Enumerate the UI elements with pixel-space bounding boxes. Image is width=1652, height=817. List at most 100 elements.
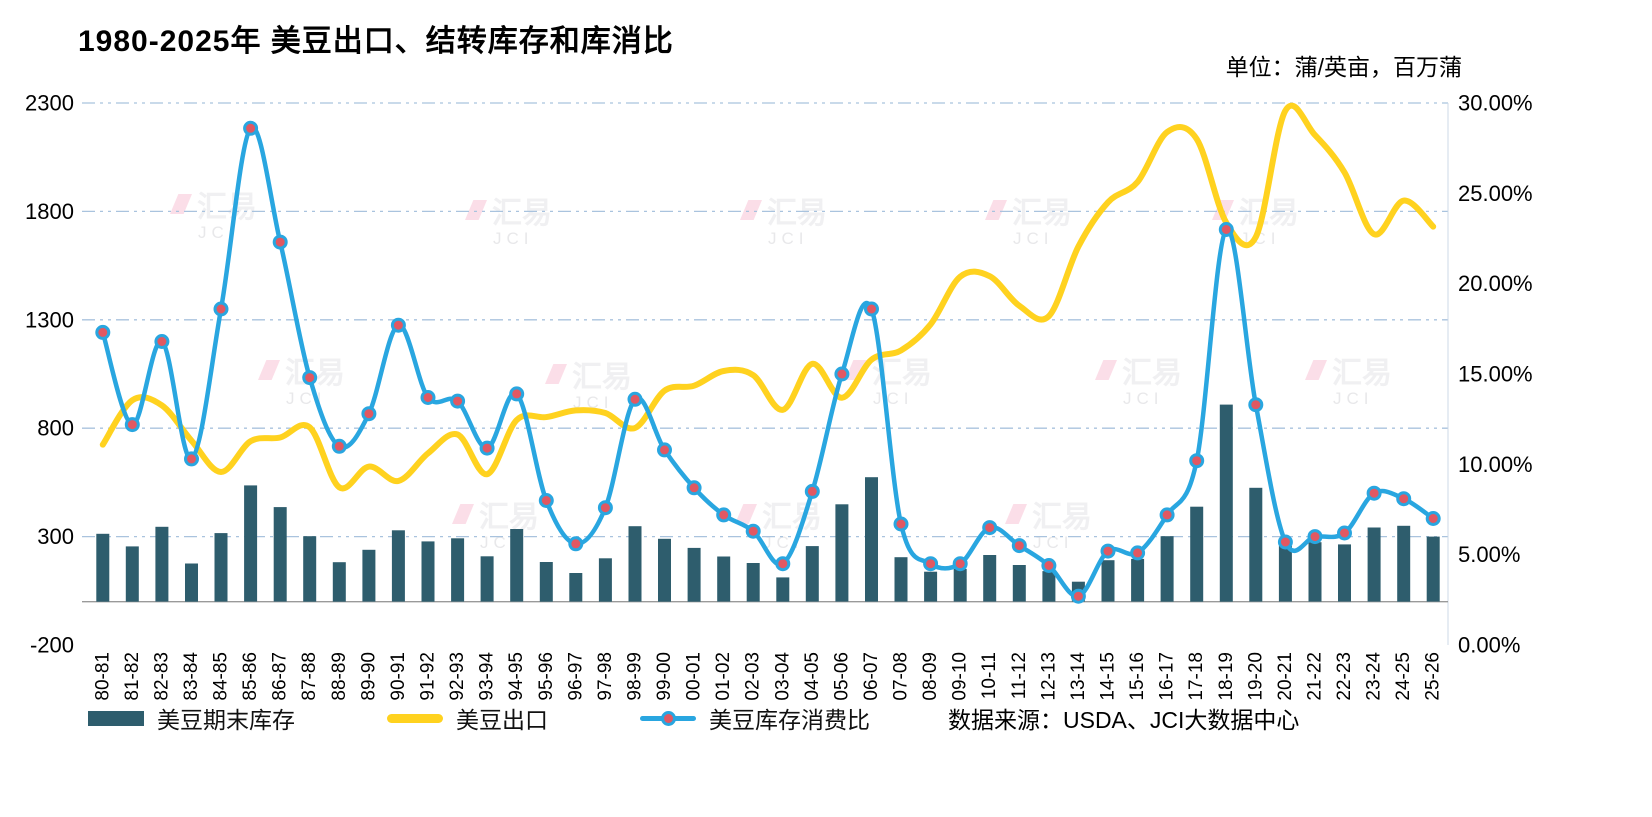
stock-bar bbox=[125, 546, 139, 602]
x-axis-label: 01-02 bbox=[713, 652, 734, 701]
stocks-legend-swatch bbox=[88, 710, 144, 726]
ratio-marker bbox=[538, 493, 554, 508]
x-axis-label: 23-24 bbox=[1364, 652, 1385, 701]
x-axis-label: 13-14 bbox=[1068, 652, 1089, 701]
x-axis-label: 19-20 bbox=[1245, 652, 1266, 701]
x-axis-label: 06-07 bbox=[861, 652, 882, 701]
ratio-legend-marker bbox=[660, 710, 676, 726]
ratio-marker bbox=[1396, 491, 1412, 507]
ratio-marker bbox=[775, 556, 791, 572]
x-axis-label: 15-16 bbox=[1127, 652, 1148, 701]
x-axis-label: 18-19 bbox=[1216, 652, 1237, 701]
stock-bar bbox=[776, 577, 790, 602]
left-axis-label: -200 bbox=[30, 633, 74, 658]
x-axis-label: 20-21 bbox=[1275, 652, 1296, 701]
x-axis-label: 98-99 bbox=[624, 652, 645, 701]
stock-bar bbox=[717, 556, 731, 602]
stock-bar bbox=[510, 529, 524, 602]
ratio-marker bbox=[302, 370, 318, 386]
ratio-marker bbox=[1248, 397, 1264, 413]
stock-bar bbox=[1219, 404, 1233, 602]
stock-bar bbox=[155, 526, 169, 602]
ratio-marker bbox=[952, 556, 968, 572]
x-axis-label: 92-93 bbox=[447, 652, 468, 701]
ratio-marker bbox=[864, 301, 879, 317]
right-axis-label: 0.00% bbox=[1458, 633, 1520, 658]
x-axis-label: 90-91 bbox=[388, 652, 409, 701]
x-axis-label: 12-13 bbox=[1038, 652, 1059, 701]
stock-bar bbox=[598, 558, 612, 602]
x-axis-label: 00-01 bbox=[684, 652, 705, 701]
stock-bar bbox=[569, 573, 583, 602]
ratio-marker bbox=[923, 556, 939, 572]
stock-bar bbox=[1367, 527, 1381, 602]
x-axis-label: 86-87 bbox=[270, 652, 291, 701]
stock-bar bbox=[362, 549, 376, 602]
stock-bar bbox=[865, 477, 878, 602]
x-axis-label: 08-09 bbox=[920, 652, 941, 701]
page-title: 1980-2025年 美豆出口、结转库存和库消比 bbox=[78, 25, 674, 58]
stock-bar bbox=[1308, 542, 1322, 602]
stock-bar bbox=[746, 563, 760, 602]
x-axis-label: 14-15 bbox=[1098, 652, 1119, 701]
legend-item-stock-use-ratio[interactable]: 美豆库存消费比 bbox=[640, 701, 870, 735]
stock-bar bbox=[658, 538, 671, 602]
ratio-marker bbox=[361, 406, 377, 422]
right-axis-label: 5.00% bbox=[1458, 542, 1520, 567]
stock-bar bbox=[96, 533, 110, 602]
x-axis-label: 10-11 bbox=[979, 652, 1000, 699]
ratio-marker bbox=[420, 390, 436, 405]
ratio-marker bbox=[745, 523, 761, 539]
ratio-marker bbox=[213, 301, 229, 317]
ratio-marker bbox=[597, 500, 613, 516]
left-axis-label: 1300 bbox=[25, 307, 74, 332]
left-axis-label: 300 bbox=[37, 524, 74, 549]
stock-bar bbox=[451, 538, 465, 602]
stock-bar bbox=[1042, 571, 1056, 602]
x-axis-label: 24-25 bbox=[1393, 652, 1414, 701]
ratio-marker bbox=[1337, 525, 1352, 541]
x-axis-label: 99-00 bbox=[654, 652, 675, 701]
x-axis-label: 84-85 bbox=[211, 652, 232, 701]
x-axis-label: 04-05 bbox=[802, 652, 823, 701]
x-axis-label: 80-81 bbox=[92, 652, 113, 701]
ratio-marker bbox=[804, 483, 820, 499]
x-axis-label: 87-88 bbox=[299, 652, 320, 701]
ratio-marker bbox=[716, 507, 732, 523]
stock-bar bbox=[983, 555, 997, 602]
right-axis-label: 10.00% bbox=[1458, 452, 1533, 477]
stock-bar bbox=[244, 485, 258, 602]
stock-bar bbox=[894, 557, 908, 602]
exports-legend-swatch bbox=[387, 713, 443, 723]
right-axis-label: 15.00% bbox=[1458, 362, 1533, 387]
legend-item-exports[interactable]: 美豆出口 bbox=[387, 701, 548, 735]
x-axis-label: 95-96 bbox=[536, 652, 557, 701]
stock-bar bbox=[1160, 536, 1174, 602]
left-axis-label: 800 bbox=[37, 416, 74, 441]
stock-bar bbox=[1190, 506, 1204, 602]
stock-bar bbox=[421, 541, 435, 602]
right-axis-label: 20.00% bbox=[1458, 271, 1533, 296]
stock-bar bbox=[628, 526, 642, 602]
stock-bar bbox=[805, 546, 819, 602]
ratio-marker bbox=[243, 120, 259, 136]
stock-bar bbox=[480, 556, 494, 602]
ratio-marker bbox=[509, 386, 525, 402]
x-axis-label: 22-23 bbox=[1334, 652, 1355, 701]
stock-bar bbox=[332, 562, 346, 602]
x-axis-label: 91-92 bbox=[418, 652, 439, 701]
ratio-marker bbox=[1307, 529, 1323, 545]
ratio-marker bbox=[627, 391, 643, 407]
stock-bar bbox=[687, 547, 701, 602]
x-axis-label: 83-84 bbox=[181, 652, 202, 701]
x-axis-label: 97-98 bbox=[595, 652, 616, 701]
stock-bar bbox=[1397, 525, 1411, 602]
x-axis-label: 81-82 bbox=[122, 652, 143, 701]
legend-item-ending-stocks[interactable]: 美豆期末库存 bbox=[88, 701, 295, 735]
x-axis-label: 94-95 bbox=[506, 652, 527, 701]
stocks-legend-label: 美豆期末库存 bbox=[157, 707, 295, 733]
ratio-marker bbox=[1218, 222, 1234, 237]
x-axis-label: 89-90 bbox=[358, 652, 379, 701]
ratio-marker bbox=[1159, 507, 1175, 523]
x-axis-label: 05-06 bbox=[831, 652, 852, 701]
